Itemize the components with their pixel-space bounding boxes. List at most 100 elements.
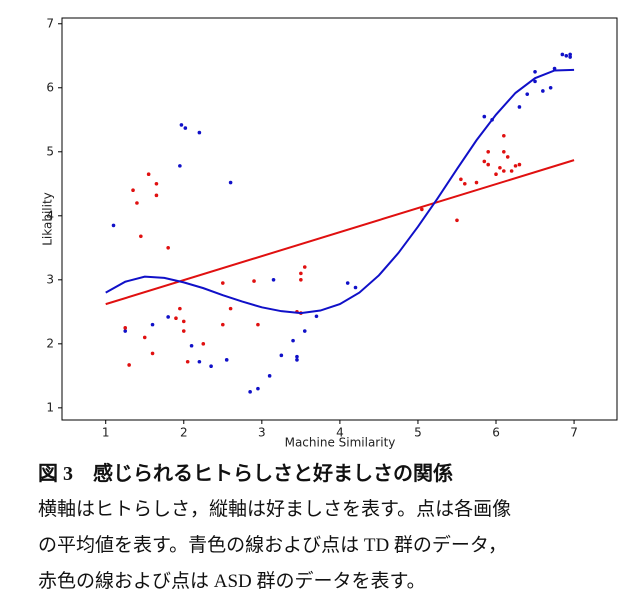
point — [482, 114, 487, 119]
point — [517, 105, 522, 109]
point — [482, 159, 487, 164]
point — [548, 85, 553, 90]
point — [502, 149, 506, 154]
point — [166, 315, 170, 319]
point — [256, 386, 260, 391]
point — [209, 364, 213, 369]
point — [179, 123, 184, 127]
point — [166, 246, 170, 250]
point — [533, 79, 537, 84]
x-tick-label: 2 — [180, 426, 188, 440]
point — [314, 314, 319, 319]
point — [560, 52, 565, 57]
caption-line: 横軸はヒトらしさ，縦軸は好ましさを表す。点は各画像 — [38, 499, 512, 520]
point — [197, 359, 202, 364]
caption-line: 赤色の線および点は ASD 群のデータを表す。 — [38, 571, 426, 592]
point — [178, 164, 182, 168]
point — [185, 359, 190, 364]
point — [299, 271, 303, 276]
point — [189, 343, 194, 348]
y-tick-label: 7 — [46, 16, 54, 30]
point — [525, 92, 530, 96]
point — [228, 306, 233, 311]
point — [291, 338, 295, 343]
y-tick-label: 1 — [46, 400, 54, 414]
point — [267, 374, 272, 378]
point — [221, 322, 225, 327]
point — [139, 234, 143, 239]
y-tick-label: 4 — [46, 208, 54, 222]
point — [420, 207, 424, 212]
point — [459, 177, 463, 182]
point — [486, 162, 491, 167]
point — [154, 181, 159, 186]
x-tick-label: 5 — [414, 426, 422, 440]
point — [150, 351, 155, 356]
point — [299, 278, 303, 282]
point — [183, 126, 188, 130]
caption-title: 図 3 感じられるヒトらしさと好ましさの関係 — [38, 463, 453, 485]
point — [279, 353, 284, 358]
point — [568, 52, 572, 57]
fit-line — [105, 159, 575, 306]
point — [486, 149, 491, 154]
point — [197, 130, 202, 135]
x-tick-label: 3 — [258, 426, 266, 440]
point — [494, 172, 498, 176]
point — [256, 322, 260, 327]
point — [150, 322, 155, 327]
point — [127, 363, 131, 367]
point — [181, 329, 186, 333]
point — [513, 164, 518, 168]
point — [568, 55, 572, 59]
point — [154, 193, 159, 198]
point — [302, 329, 307, 333]
y-tick-label: 6 — [46, 80, 54, 94]
point — [541, 89, 545, 93]
y-tick-label: 3 — [46, 272, 54, 286]
y-axis-label: Likability — [41, 192, 55, 246]
point — [248, 390, 252, 394]
point — [111, 223, 116, 228]
y-tick-label: 5 — [46, 144, 54, 158]
point — [509, 169, 514, 173]
x-tick-label: 4 — [336, 426, 344, 440]
point — [345, 281, 350, 285]
point — [228, 180, 233, 185]
point — [252, 279, 256, 283]
x-tick-label: 1 — [102, 426, 110, 440]
point — [462, 181, 467, 186]
point — [123, 329, 128, 333]
x-axis-label: Machine Similarity — [285, 436, 396, 450]
point — [224, 358, 229, 362]
point — [131, 188, 135, 192]
point — [302, 265, 307, 269]
x-tick-label: 6 — [492, 426, 500, 440]
chart: Machine Similarity Likability 1 2 3 4 5 6 7 1 2 3… — [41, 16, 618, 450]
caption: 図 3 感じられるヒトらしさと好ましさの関係 横軸はヒトらしさ，縦軸は好ましさを… — [38, 456, 628, 600]
point — [142, 335, 147, 340]
point — [135, 201, 139, 205]
point — [181, 319, 186, 324]
point — [533, 69, 537, 74]
point — [353, 285, 358, 290]
point — [295, 358, 299, 362]
point — [174, 316, 178, 321]
point — [498, 165, 502, 170]
point — [201, 342, 206, 346]
point — [123, 326, 128, 330]
point — [271, 278, 276, 282]
point — [502, 169, 506, 173]
point — [502, 133, 506, 138]
point — [455, 218, 459, 223]
x-tick-label: 7 — [570, 426, 578, 440]
point — [146, 172, 151, 176]
fit-line — [105, 68, 575, 315]
point — [517, 162, 522, 167]
caption-line: の平均値を表す。青色の線および点は TD 群のデータ， — [38, 535, 507, 556]
point — [505, 155, 510, 159]
point — [564, 53, 569, 58]
point — [178, 306, 182, 311]
y-tick-label: 2 — [46, 336, 54, 350]
